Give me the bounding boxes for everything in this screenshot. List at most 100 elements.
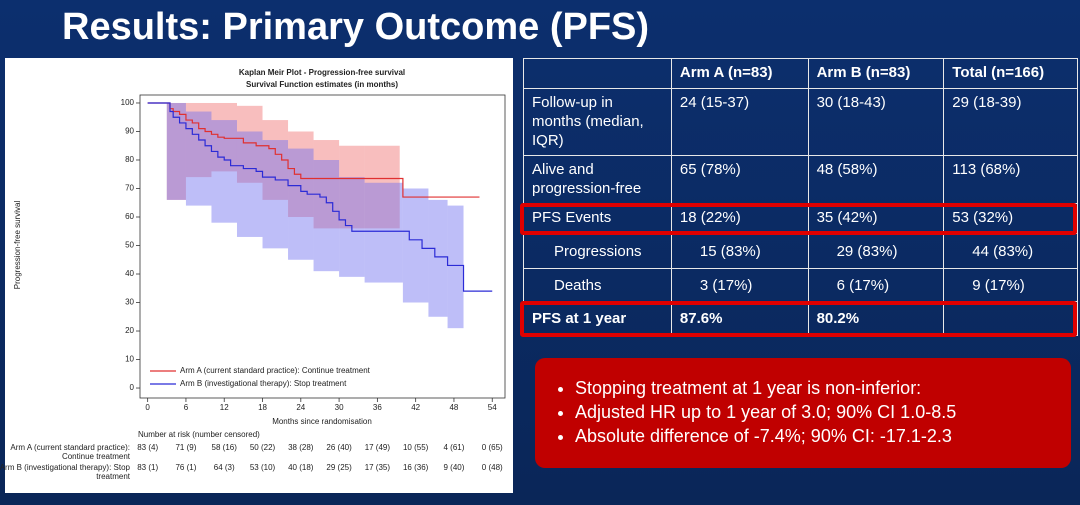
risk-value: 17 (35) bbox=[365, 463, 391, 472]
risk-row-label: treatment bbox=[96, 472, 131, 481]
table-cell: 80.2% bbox=[807, 301, 945, 336]
y-tick-label: 50 bbox=[125, 241, 134, 250]
ci-band bbox=[447, 205, 464, 329]
table-cell: 30 (18-43) bbox=[807, 88, 945, 156]
ci-band bbox=[166, 102, 186, 200]
x-tick-label: 0 bbox=[145, 403, 150, 412]
risk-value: 26 (40) bbox=[326, 443, 352, 452]
risk-value: 10 (55) bbox=[403, 443, 429, 452]
bullet: Adjusted HR up to 1 year of 3.0; 90% CI … bbox=[575, 400, 1061, 424]
chart-subtitle: Survival Function estimates (in months) bbox=[246, 80, 398, 89]
table-row: PFS Events 18 (22%) 35 (42%) 53 (32%) bbox=[523, 203, 1078, 234]
header-cell: Arm B (n=83) bbox=[807, 58, 945, 89]
legend-label: Arm B (investigational therapy): Stop tr… bbox=[180, 379, 347, 388]
risk-value: 0 (48) bbox=[482, 463, 503, 472]
table-cell: 87.6% bbox=[670, 301, 809, 336]
table-cell: Progressions bbox=[523, 233, 672, 269]
risk-value: 16 (36) bbox=[403, 463, 429, 472]
risk-row-label: Arm A (current standard practice): bbox=[10, 443, 130, 452]
y-tick-label: 80 bbox=[125, 155, 134, 164]
risk-value: 29 (25) bbox=[326, 463, 352, 472]
risk-value: 83 (1) bbox=[137, 463, 158, 472]
risk-row-label: Arm B (investigational therapy): Stop bbox=[0, 463, 131, 472]
risk-value: 9 (40) bbox=[443, 463, 464, 472]
risk-row-label: Continue treatment bbox=[62, 452, 131, 461]
x-axis-label: Months since randomisation bbox=[272, 417, 372, 426]
risk-value: 0 (65) bbox=[482, 443, 503, 452]
risk-value: 4 (61) bbox=[443, 443, 464, 452]
survival-curve bbox=[147, 102, 480, 198]
table-row: Deaths 3 (17%) 6 (17%) 9 (17%) bbox=[523, 268, 1078, 302]
plot-frame bbox=[139, 94, 506, 399]
results-table: Arm A (n=83) Arm B (n=83) Total (n=166) Fol… bbox=[523, 58, 1078, 336]
table-row: Alive and progression-free 65 (78%) 48 (58… bbox=[523, 155, 1078, 204]
ci-band bbox=[364, 145, 400, 229]
ci-band bbox=[211, 120, 237, 223]
x-tick-label: 12 bbox=[220, 403, 229, 412]
x-tick-label: 30 bbox=[335, 403, 344, 412]
table-cell: 113 (68%) bbox=[943, 155, 1078, 204]
y-tick-label: 100 bbox=[121, 98, 135, 107]
risk-value: 58 (16) bbox=[212, 443, 238, 452]
ci-band bbox=[236, 131, 263, 237]
bullet-list: Stopping treatment at 1 year is non-infe… bbox=[549, 376, 1061, 448]
conclusion-box: Stopping treatment at 1 year is non-infe… bbox=[535, 358, 1071, 468]
table-cell: Deaths bbox=[523, 268, 672, 302]
ci-band bbox=[339, 145, 365, 229]
table-cell: 3 (17%) bbox=[670, 268, 809, 302]
table-cell: 44 (83%) bbox=[943, 233, 1078, 269]
table-cell: 24 (15-37) bbox=[670, 88, 809, 156]
header-cell: Arm A (n=83) bbox=[670, 58, 809, 89]
x-tick-label: 6 bbox=[184, 403, 189, 412]
slide-title: Results: Primary Outcome (PFS) bbox=[62, 6, 650, 48]
risk-value: 38 (28) bbox=[288, 443, 314, 452]
y-tick-label: 90 bbox=[125, 127, 134, 136]
ci-band bbox=[428, 199, 448, 317]
ci-band bbox=[313, 159, 340, 272]
legend-label: Arm A (current standard practice): Conti… bbox=[180, 366, 371, 375]
table-cell: Follow-up in months (median, IQR) bbox=[523, 88, 672, 156]
x-tick-label: 54 bbox=[488, 403, 497, 412]
y-tick-label: 0 bbox=[130, 383, 135, 392]
table-cell: 9 (17%) bbox=[943, 268, 1078, 302]
x-tick-label: 18 bbox=[258, 403, 267, 412]
bullet: Stopping treatment at 1 year is non-infe… bbox=[575, 376, 1061, 400]
table-row: PFS at 1 year 87.6% 80.2% bbox=[523, 301, 1078, 336]
table-row: Follow-up in months (median, IQR) 24 (15-… bbox=[523, 88, 1078, 156]
row-highlight bbox=[519, 300, 1077, 337]
header-cell: Total (n=166) bbox=[943, 58, 1078, 89]
table-cell: 15 (83%) bbox=[670, 233, 809, 269]
table-cell: 35 (42%) bbox=[807, 203, 945, 234]
ci-band bbox=[236, 105, 263, 183]
risk-value: 53 (10) bbox=[250, 463, 276, 472]
y-tick-label: 30 bbox=[125, 298, 134, 307]
risk-value: 83 (4) bbox=[137, 443, 158, 452]
ci-band bbox=[364, 182, 403, 283]
risk-value: 50 (22) bbox=[250, 443, 276, 452]
risk-value: 40 (18) bbox=[288, 463, 314, 472]
header-cell bbox=[523, 58, 672, 89]
table-cell: 29 (18-39) bbox=[943, 88, 1078, 156]
table-cell: 6 (17%) bbox=[807, 268, 945, 302]
table-cell: PFS at 1 year bbox=[523, 301, 672, 336]
table-cell: PFS Events bbox=[523, 203, 672, 234]
table-cell: 65 (78%) bbox=[670, 155, 809, 204]
table-cell: 29 (83%) bbox=[807, 233, 945, 269]
ci-band bbox=[262, 140, 289, 249]
km-chart: Kaplan Meir Plot - Progression-free surv… bbox=[0, 58, 513, 493]
ci-band bbox=[288, 148, 314, 260]
row-highlight bbox=[519, 202, 1077, 235]
risk-value: 64 (3) bbox=[214, 463, 235, 472]
table-cell: 48 (58%) bbox=[807, 155, 945, 204]
y-tick-label: 60 bbox=[125, 212, 134, 221]
x-tick-label: 48 bbox=[449, 403, 458, 412]
x-tick-label: 42 bbox=[411, 403, 420, 412]
y-axis-label: Progression-free survival bbox=[13, 201, 22, 290]
y-tick-label: 10 bbox=[125, 355, 134, 364]
ci-band bbox=[313, 140, 340, 229]
ci-band bbox=[166, 102, 186, 200]
x-tick-label: 36 bbox=[373, 403, 382, 412]
risk-value: 17 (49) bbox=[365, 443, 391, 452]
y-tick-label: 40 bbox=[125, 269, 134, 278]
